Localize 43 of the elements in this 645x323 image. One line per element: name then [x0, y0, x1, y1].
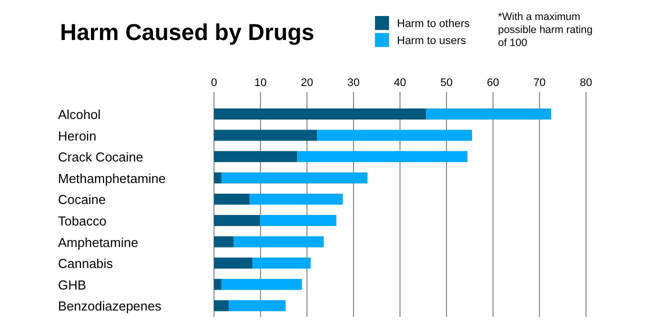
x-tick-label: 0	[210, 77, 218, 89]
x-tick-label: 50	[440, 77, 453, 89]
bar	[221, 278, 302, 290]
x-tick-label: 70	[533, 77, 546, 89]
bar	[297, 151, 468, 162]
bar	[317, 130, 472, 141]
y-tick-label: Heroin	[58, 128, 96, 144]
bar	[214, 300, 229, 312]
x-tick-label: 60	[486, 77, 500, 89]
bar	[214, 258, 253, 269]
bar	[260, 215, 336, 226]
bar	[214, 278, 222, 290]
text: *With a maximum possible harm rating of 100	[498, 11, 593, 49]
bar	[228, 300, 286, 312]
bar	[214, 108, 426, 120]
y-tick-label: Benzodiazepenes	[58, 298, 162, 314]
x-tick-label: 40	[394, 77, 406, 89]
y-tick-label: Methamphetamine	[58, 170, 166, 186]
bar	[250, 194, 343, 205]
bar	[214, 172, 222, 184]
bar	[214, 236, 234, 248]
y-tick-label: Amphetamine	[58, 234, 138, 250]
x-tick-label: 30	[347, 77, 360, 89]
y-tick-label: Cocaine	[58, 192, 106, 208]
bar	[214, 215, 260, 226]
legend-label: Harm to users	[397, 35, 467, 47]
bar	[221, 172, 368, 184]
y-tick-label: Cannabis	[58, 256, 114, 272]
legend-label: Harm to others	[397, 18, 470, 30]
chart-title: Harm Caused by Drugs	[60, 19, 314, 45]
y-tick-label: GHB	[58, 277, 86, 292]
y-tick-label: Tobacco	[58, 214, 106, 228]
bar	[214, 151, 298, 162]
bar	[214, 130, 318, 141]
bar	[234, 236, 324, 248]
bar	[214, 194, 250, 205]
x-tick-label: 20	[300, 77, 314, 89]
bar	[426, 108, 552, 120]
y-tick-label: Alcohol	[58, 107, 101, 122]
x-tick-label: 80	[580, 77, 592, 89]
bar	[252, 258, 311, 269]
y-tick-label: Crack Cocaine	[58, 150, 144, 165]
x-tick-label: 10	[254, 77, 267, 89]
